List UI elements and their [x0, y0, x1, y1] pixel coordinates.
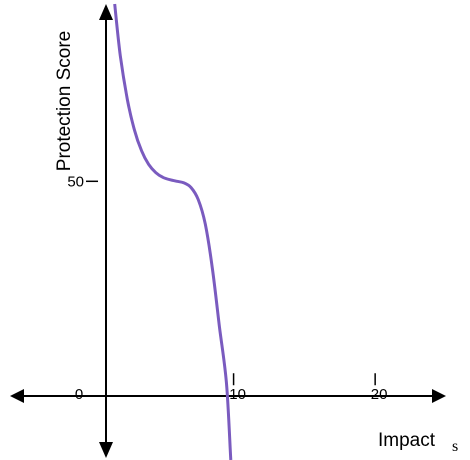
x-tick-label: 20	[371, 386, 388, 403]
x-axis-left-arrow-icon	[10, 389, 24, 403]
y-axis-up-arrow-icon	[99, 4, 113, 20]
x-axis-title: Impact	[378, 430, 436, 451]
y-axis-down-arrow-icon	[99, 442, 113, 458]
ticks: 0 10 20 50	[67, 173, 387, 403]
x-axis-right-arrow-icon	[432, 389, 446, 403]
y-axis	[99, 4, 113, 458]
series-line	[113, 3, 233, 460]
y-axis-title: Protection Score	[54, 31, 75, 171]
x-unit-label: s	[452, 438, 458, 455]
x-tick-label: 10	[229, 386, 246, 403]
x-tick-label: 0	[75, 386, 83, 403]
y-tick-label: 50	[67, 173, 84, 190]
